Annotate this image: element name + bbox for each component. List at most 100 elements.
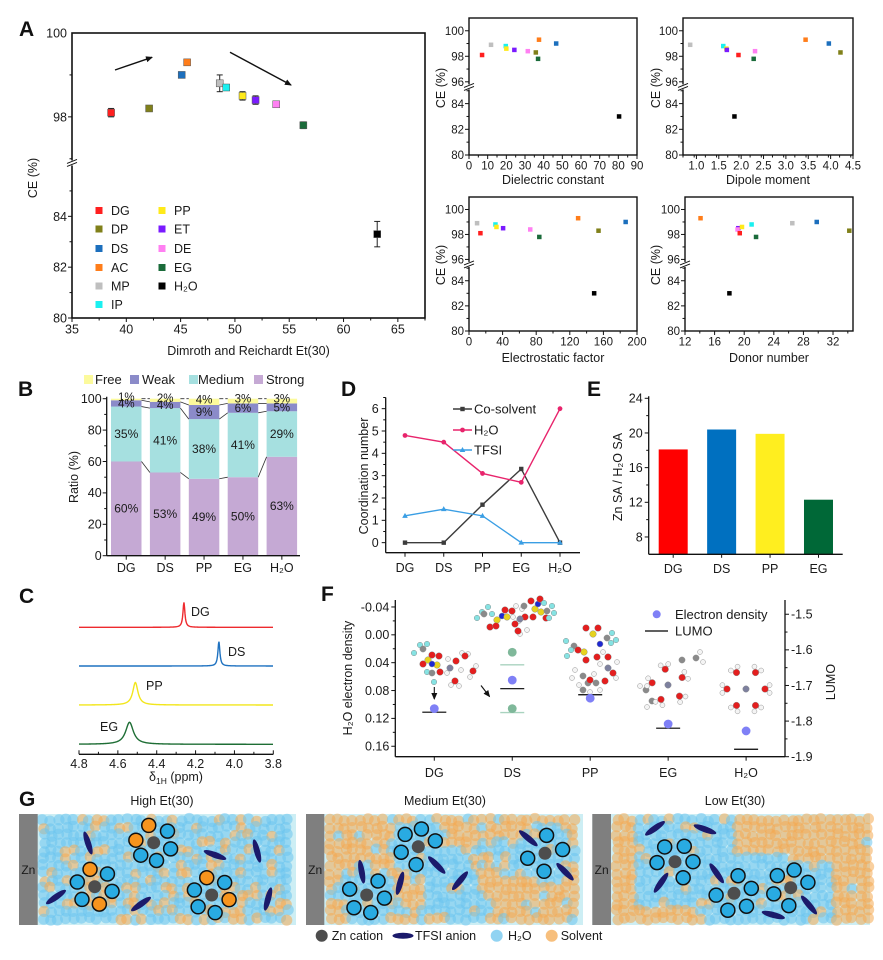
- atom-o: [586, 676, 594, 684]
- x-tick-label: 65: [391, 323, 405, 337]
- atom-h: [719, 690, 726, 696]
- legend-item-ac: AC: [95, 261, 128, 275]
- zn-cation: [668, 855, 682, 869]
- solvent-molecule: [158, 867, 170, 879]
- legend-label: ET: [174, 223, 190, 237]
- atom-h: [677, 699, 683, 705]
- atom-o: [582, 656, 590, 664]
- connector-line: [141, 461, 151, 473]
- pointer-arrow-icon: [480, 685, 491, 698]
- data-point: [402, 540, 408, 545]
- solvent-molecule: [831, 852, 844, 864]
- h2o-molecule: [128, 822, 140, 834]
- atom-h: [728, 667, 734, 674]
- atom-s: [589, 630, 597, 638]
- marker-pp: [739, 224, 745, 230]
- y-tick-label: 84: [667, 276, 680, 288]
- h2o-molecule: [422, 889, 435, 901]
- x-axis-label: Dipole moment: [726, 173, 811, 187]
- h2o-molecule: [282, 904, 294, 916]
- atom-h: [728, 704, 734, 711]
- h2o-molecule: [60, 867, 72, 879]
- atom-h: [652, 699, 659, 705]
- coordinated-h2o: [104, 883, 120, 900]
- h2o-molecule: [777, 852, 789, 864]
- x-tick-label: 16: [708, 337, 721, 349]
- series-tfsi: [402, 506, 563, 545]
- data-point-dg: [107, 107, 115, 118]
- legend-label: Strong: [266, 372, 304, 387]
- solvent-molecule: [324, 860, 336, 872]
- solvent-molecule: [384, 859, 396, 871]
- coordinated-h2o: [519, 850, 536, 867]
- legend-item-medium: Medium: [189, 372, 244, 387]
- legend-label: DE: [174, 242, 191, 256]
- connector-line: [219, 476, 228, 480]
- atom-s: [580, 648, 588, 656]
- data-point-et: [251, 95, 260, 105]
- atom-f: [607, 639, 615, 647]
- atom-f: [563, 652, 571, 660]
- atom-o: [501, 606, 509, 614]
- marker-dp: [596, 228, 601, 233]
- x-tick-label: EG: [809, 562, 827, 576]
- marker-eg: [299, 121, 308, 129]
- legend-item-et: ET: [158, 223, 190, 237]
- legend-label: Zn cation: [332, 929, 383, 943]
- h2o-molecule: [476, 912, 488, 924]
- h2o-molecule: [687, 897, 699, 909]
- atom-o: [604, 653, 612, 661]
- atom-o: [678, 673, 686, 682]
- molecule-structure-dg: [410, 640, 479, 689]
- marker-eg: [753, 234, 759, 240]
- chart-c: DG DS PP EG 4.8 4.6 4.4 4.2 4.0 3.8 δ1H (ppm): [70, 602, 282, 786]
- x-tick-label: 1.0: [688, 161, 704, 173]
- atom-c: [520, 602, 528, 610]
- chart-a-dielectric: 80 82 84 96 98 100 0 10 20 30 40 50 60 70 80 90 Dielectr…: [434, 17, 643, 187]
- panel-label-g: G: [19, 788, 35, 811]
- schematic-g: High Et(30) Zn Medium Et(30) Zn Low Et(30) Zn…: [19, 794, 875, 943]
- solvent-molecule: [507, 828, 519, 840]
- data-point: [480, 471, 485, 476]
- x-tick-label: EG: [512, 561, 530, 575]
- zn-cation: [360, 888, 374, 902]
- data-point-mp: [488, 42, 494, 48]
- atom-f: [550, 609, 558, 617]
- atom-c: [603, 634, 611, 642]
- h2o-molecule: [60, 912, 72, 925]
- right-y-tick-label: -1.9: [791, 750, 813, 764]
- h2o-molecule: [282, 851, 294, 863]
- coordinated-h2o: [133, 847, 149, 863]
- solvent-molecule: [741, 836, 753, 848]
- box-title: High Et(30): [130, 794, 193, 808]
- solvent-molecule: [807, 913, 819, 926]
- x-tick-label: 50: [228, 323, 242, 337]
- right-y-tick-label: -1.7: [791, 679, 813, 693]
- y-tick-label: 20: [629, 426, 643, 440]
- y-tick-label: 16: [629, 461, 643, 475]
- coordinated-h2o: [766, 886, 782, 902]
- plot-frame: [468, 196, 638, 332]
- marker-ac: [698, 215, 703, 221]
- atom-h: [645, 675, 651, 682]
- left-y-tick-label: 0.08: [365, 684, 389, 698]
- y-tick-label: 100: [445, 26, 464, 38]
- h2o-molecule: [701, 904, 714, 916]
- h2o-molecule: [701, 844, 713, 856]
- marker-de: [527, 227, 533, 232]
- electrolyte-box-low-et-30-: Low Et(30) Zn: [592, 794, 875, 926]
- coordinated-h2o: [800, 874, 816, 891]
- legend-item-h2o: H₂O: [490, 929, 532, 943]
- solvent-molecule: [529, 889, 541, 901]
- atom-o: [582, 624, 590, 632]
- marker-ds: [177, 71, 186, 79]
- solvent-molecule: [281, 914, 293, 926]
- spectrum-label-ds: DS: [228, 645, 245, 659]
- legend-item-pp: PP: [158, 204, 191, 218]
- bar-segment-weak: [266, 403, 298, 412]
- x-tick-label: 0: [466, 161, 472, 173]
- h2o-molecule: [747, 912, 759, 924]
- data-point-ac: [803, 37, 808, 42]
- coordinated-h2o: [341, 881, 358, 897]
- atom-f: [473, 614, 481, 622]
